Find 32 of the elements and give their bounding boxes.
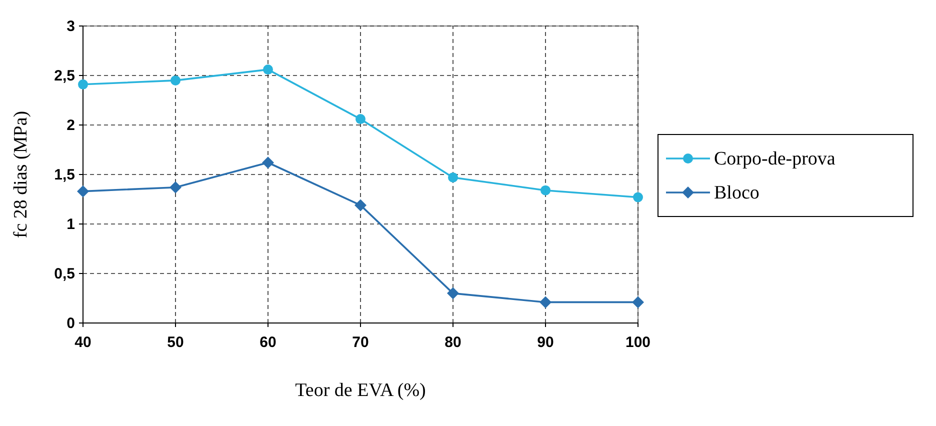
point — [170, 75, 180, 86]
point — [78, 79, 88, 90]
point — [356, 114, 366, 124]
x-tick-label: 80 — [444, 334, 462, 351]
y-tick-label: 2,5 — [54, 68, 75, 84]
x-tick-label: 100 — [625, 334, 651, 351]
y-tick-label: 0 — [66, 315, 75, 332]
x-tick-label: 40 — [74, 334, 92, 351]
point — [354, 199, 366, 212]
y-tick-label: 1,5 — [54, 166, 75, 184]
x-tick-label: 70 — [352, 334, 369, 351]
x-tick-label: 60 — [260, 334, 276, 351]
point — [262, 156, 274, 169]
x-axis-title: Teor de EVA (%) — [295, 380, 426, 401]
x-tick-label: 50 — [167, 334, 184, 351]
y-tick-label: 1 — [66, 216, 75, 233]
point — [263, 64, 273, 75]
point — [448, 172, 458, 182]
y-axis-title: fc 28 dias (MPa) — [10, 110, 32, 238]
point — [540, 296, 552, 308]
y-tick-label: 2 — [66, 117, 75, 134]
y-tick-label: 0,5 — [54, 266, 75, 282]
point — [540, 185, 550, 196]
point — [77, 185, 89, 198]
y-tick-label: 3 — [66, 18, 75, 35]
point — [170, 181, 182, 194]
legend-label: Corpo-de-prova — [714, 148, 836, 170]
x-tick-label: 90 — [537, 334, 554, 351]
point — [632, 296, 644, 308]
legend-label: Bloco — [714, 182, 760, 204]
point — [447, 287, 459, 300]
point — [633, 192, 643, 202]
